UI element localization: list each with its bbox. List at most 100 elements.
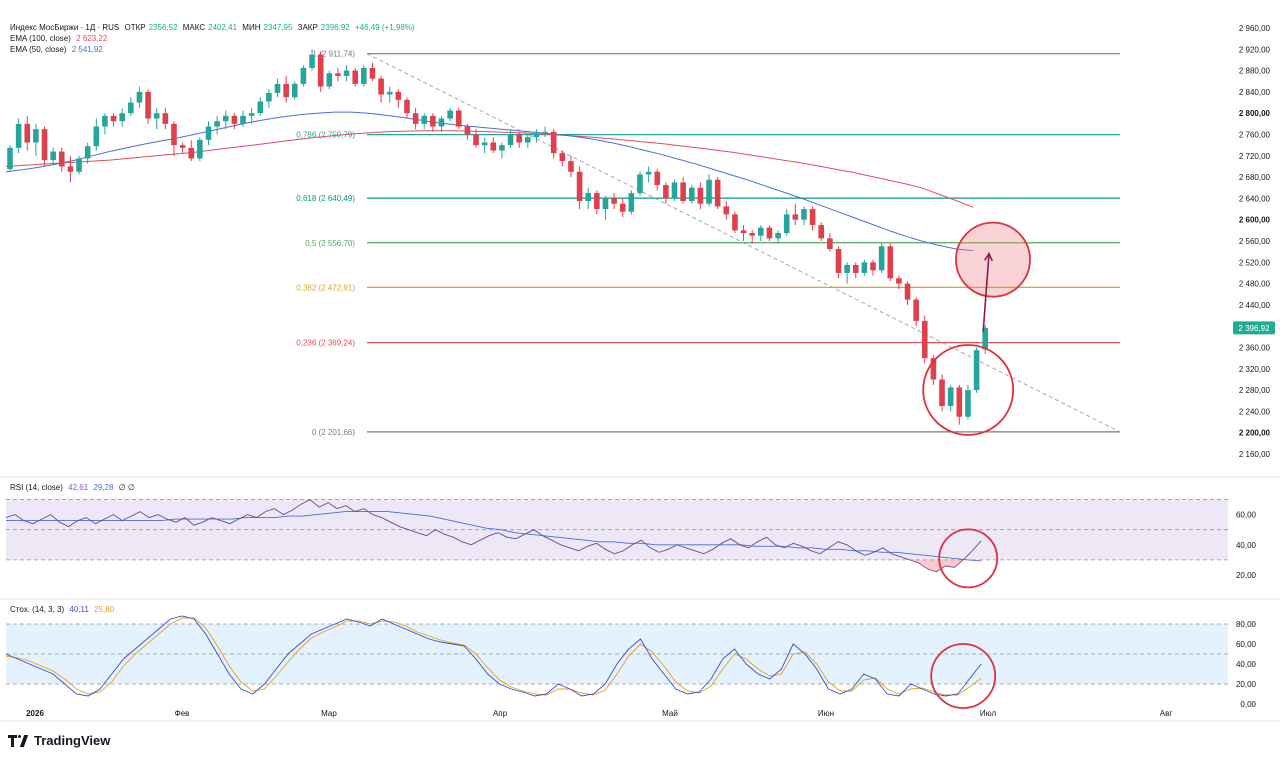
candle-56 — [490, 137, 497, 154]
tradingview-logo[interactable]: TradingView — [8, 733, 110, 748]
candle-body — [723, 206, 730, 215]
candle-47 — [412, 107, 419, 130]
candle-body — [188, 147, 195, 159]
candle-94 — [818, 222, 825, 242]
candle-28 — [248, 107, 255, 124]
rsi-pane — [5, 498, 1228, 589]
candle-body — [317, 54, 324, 87]
candle-body — [197, 139, 203, 159]
price-tick-label-14: 2 720,00 — [1239, 152, 1271, 161]
stoch-tick-label-4: 80,00 — [1236, 620, 1257, 629]
candle-20 — [179, 142, 186, 154]
candle-98 — [852, 262, 859, 279]
candle-53 — [464, 123, 471, 140]
price-tick-label-3: 2 280,00 — [1239, 386, 1271, 395]
candle-43 — [378, 75, 384, 103]
candle-6 — [58, 147, 65, 172]
rsi-tick-label-0: 20,00 — [1236, 571, 1257, 580]
candle-body — [525, 137, 531, 143]
ema100-value: 2 623,22 — [76, 34, 108, 43]
candle-body — [300, 67, 307, 84]
candle-103 — [896, 275, 902, 289]
candle-body — [706, 179, 712, 204]
stoch-d-value: 25,80 — [94, 605, 115, 614]
candle-39 — [343, 65, 350, 82]
fib-label-1: 0,786 (2 759,79) — [296, 131, 355, 140]
candle-110 — [956, 384, 963, 425]
ema100-line — [5, 130, 974, 208]
candle-61 — [533, 129, 540, 143]
x-tick-label-3: Апр — [493, 709, 508, 718]
candle-body — [231, 115, 238, 124]
ema50-legend[interactable]: EMA (50, close) 2 541,92 — [10, 45, 106, 54]
candle-body — [378, 78, 384, 95]
fib-label-5: 0,236 (2 369,24) — [296, 339, 355, 348]
target-arrow-head — [983, 251, 994, 262]
candle-body — [404, 99, 410, 114]
candle-body — [110, 115, 117, 122]
candle-body — [412, 113, 419, 124]
candle-body — [119, 113, 125, 122]
price-tick-label-15: 2 760,00 — [1239, 130, 1271, 139]
candle-112 — [973, 347, 980, 393]
candle-body — [499, 145, 505, 151]
x-tick-label-2: Мар — [321, 709, 337, 718]
candle-41 — [361, 65, 367, 87]
rsi-legend[interactable]: RSI (14, close) 42,61 29,28 ∅ ∅ — [10, 483, 138, 492]
price-tick-label-17: 2 840,00 — [1239, 88, 1271, 97]
ema100-legend[interactable]: EMA (100, close) 2 623,22 — [10, 34, 110, 43]
candle-body — [171, 123, 177, 146]
candle-body — [430, 115, 436, 127]
candle-75 — [654, 169, 661, 191]
open-label: ОТКР — [124, 23, 146, 32]
candle-body — [455, 110, 462, 127]
candle-80 — [697, 182, 704, 210]
candle-95 — [827, 233, 833, 252]
candle-62 — [542, 126, 548, 138]
candle-66 — [576, 166, 583, 210]
open-value: 2356,52 — [148, 23, 178, 32]
bottom-circle — [922, 344, 1015, 436]
fib-label-6: 0 (2 201,66) — [312, 428, 355, 437]
candle-body — [490, 142, 497, 151]
candle-12 — [110, 113, 117, 127]
candle-79 — [688, 185, 695, 204]
price-tick-label-8: 2 480,00 — [1239, 280, 1271, 289]
candle-body — [421, 115, 428, 124]
candle-body — [965, 390, 971, 417]
candle-body — [128, 102, 134, 114]
candle-body — [473, 134, 479, 146]
candle-76 — [663, 182, 669, 204]
rsi-oversold-fill — [909, 559, 964, 572]
last-price-badge — [1233, 321, 1275, 335]
candle-body — [507, 134, 514, 146]
candle-81 — [706, 174, 712, 207]
price-tick-label-0: 2 160,00 — [1239, 450, 1271, 459]
candle-body — [844, 264, 850, 273]
candle-body — [291, 83, 298, 98]
price-tick-label-10: 2 560,00 — [1239, 237, 1271, 246]
candle-100 — [870, 259, 876, 276]
high-value: 2402,41 — [208, 23, 238, 32]
candle-body — [7, 147, 13, 170]
candle-93 — [809, 206, 816, 231]
candle-17 — [153, 107, 160, 130]
candle-body — [274, 83, 281, 93]
stoch-legend[interactable]: Стох. (14, 3, 3) 40,11 25,80 — [10, 605, 117, 614]
candle-48 — [421, 113, 428, 130]
candle-body — [939, 379, 945, 407]
candle-body — [257, 101, 264, 114]
candle-42 — [369, 62, 376, 82]
candle-body — [335, 73, 341, 76]
stoch-k-value: 40,11 — [69, 605, 89, 614]
candle-body — [921, 320, 928, 359]
candle-9 — [84, 142, 91, 164]
change-value: +46,49 (+1,98%) — [354, 23, 415, 32]
candle-8 — [76, 155, 82, 175]
candle-body — [447, 110, 453, 119]
candle-body — [663, 185, 669, 199]
candle-60 — [525, 134, 531, 148]
candle-101 — [878, 243, 885, 273]
ema100-label: EMA (100, close) — [10, 34, 71, 43]
